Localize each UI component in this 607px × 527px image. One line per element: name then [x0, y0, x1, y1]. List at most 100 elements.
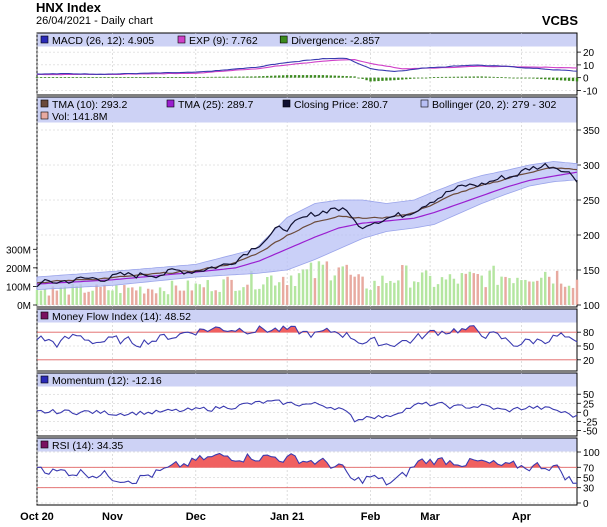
volume-bar [190, 290, 194, 305]
divergence-bar [345, 76, 348, 78]
divergence-bar [551, 77, 555, 80]
volume-bar [51, 286, 55, 305]
divergence-bar [131, 77, 134, 78]
divergence-bar [444, 76, 448, 78]
volume-bar [432, 286, 436, 305]
divergence-bar [365, 77, 368, 81]
divergence-bar [405, 77, 408, 80]
volume-bar [377, 286, 380, 305]
x-tick-label: Oct 20 [20, 511, 54, 523]
volume-bar [238, 290, 241, 305]
divergence-bar [35, 77, 39, 78]
divergence-bar [456, 76, 460, 78]
divergence-bar [202, 76, 205, 78]
divergence-bar [504, 77, 507, 79]
divergence-bar [488, 76, 491, 78]
divergence-bar [285, 75, 289, 78]
volume-bar [329, 280, 333, 305]
chart-title: HNX Index [36, 0, 102, 15]
divergence-bar [182, 77, 186, 78]
volume-bar [234, 290, 237, 305]
divergence-bar [369, 77, 372, 82]
volume-bar [43, 289, 47, 305]
volume-bar [409, 287, 412, 305]
volume-bar [555, 270, 559, 305]
y-tick-label-price: 200 [583, 231, 600, 242]
volume-bar [91, 290, 94, 305]
legend-label: RSI (14): 34.35 [52, 440, 123, 452]
y-tick-label-macd: 10 [583, 61, 595, 72]
divergence-bar [123, 77, 126, 78]
divergence-bar [301, 75, 305, 78]
legend-label: Bollinger (20, 2): 279 - 302 [432, 99, 556, 111]
volume-bar [551, 283, 555, 305]
volume-bar [47, 295, 51, 305]
volume-bar [405, 265, 408, 305]
divergence-bar [532, 77, 535, 79]
divergence-bar [270, 75, 273, 78]
volume-bar [63, 286, 67, 305]
volume-bar [416, 282, 420, 305]
legend-band-rsi [37, 438, 577, 452]
divergence-bar [305, 75, 309, 78]
volume-bar [158, 287, 162, 305]
divergence-bar [361, 77, 364, 79]
divergence-bar [524, 77, 527, 79]
volume-bar [55, 290, 59, 305]
divergence-bar [79, 77, 82, 78]
volume-bar [210, 291, 213, 305]
divergence-bar [87, 77, 90, 78]
divergence-bar [440, 76, 444, 78]
volume-bar [452, 278, 456, 305]
volume-bar [563, 286, 567, 305]
volume-bar [95, 284, 98, 305]
divergence-bar [512, 77, 515, 79]
y-tick-label-momentum: 50 [583, 390, 595, 401]
divergence-bar [333, 75, 336, 78]
divergence-bar [83, 77, 86, 78]
volume-bar [87, 291, 90, 305]
legend-band-mfi [37, 309, 577, 323]
divergence-bar [194, 77, 198, 78]
divergence-bar [254, 76, 257, 78]
divergence-bar [170, 77, 174, 78]
volume-bar [536, 280, 539, 305]
divergence-bar [111, 77, 114, 78]
chart-subtitle: 26/04/2021 - Daily chart [36, 15, 153, 27]
divergence-bar [385, 77, 388, 81]
y-tick-label-mfi: 80 [583, 328, 595, 339]
volume-bar [385, 283, 388, 305]
volume-bar [504, 276, 507, 305]
closing-price-line [36, 162, 578, 288]
volume-bar [397, 280, 400, 305]
legend-swatch [40, 35, 49, 44]
volume-bar [480, 275, 483, 305]
divergence-bar [150, 77, 154, 78]
divergence-bar [508, 77, 511, 79]
volume-bar [166, 294, 170, 305]
legend-swatch [420, 99, 429, 108]
volume-bar [35, 289, 39, 305]
volume-bar [83, 292, 86, 305]
volume-bar [250, 270, 253, 305]
legend-label: TMA (25): 289.7 [178, 99, 253, 111]
legend-label: EXP (9): 7.762 [189, 35, 258, 47]
rsi-line [36, 452, 578, 486]
volume-bar [369, 290, 372, 305]
volume-bar [317, 261, 321, 305]
divergence-bar [313, 75, 317, 78]
rsi-overbought-fill [37, 453, 577, 468]
volume-bar [512, 283, 515, 305]
volume-bar [460, 273, 464, 305]
volume-bar [508, 278, 511, 305]
volume-bar [186, 280, 190, 305]
divergence-bar [67, 77, 70, 78]
volume-bar [218, 291, 221, 305]
divergence-bar [158, 77, 162, 78]
divergence-bar [353, 76, 356, 78]
volume-bar [67, 294, 70, 305]
divergence-bar [337, 75, 340, 78]
volume-bar [524, 279, 527, 305]
divergence-bar [258, 76, 261, 78]
